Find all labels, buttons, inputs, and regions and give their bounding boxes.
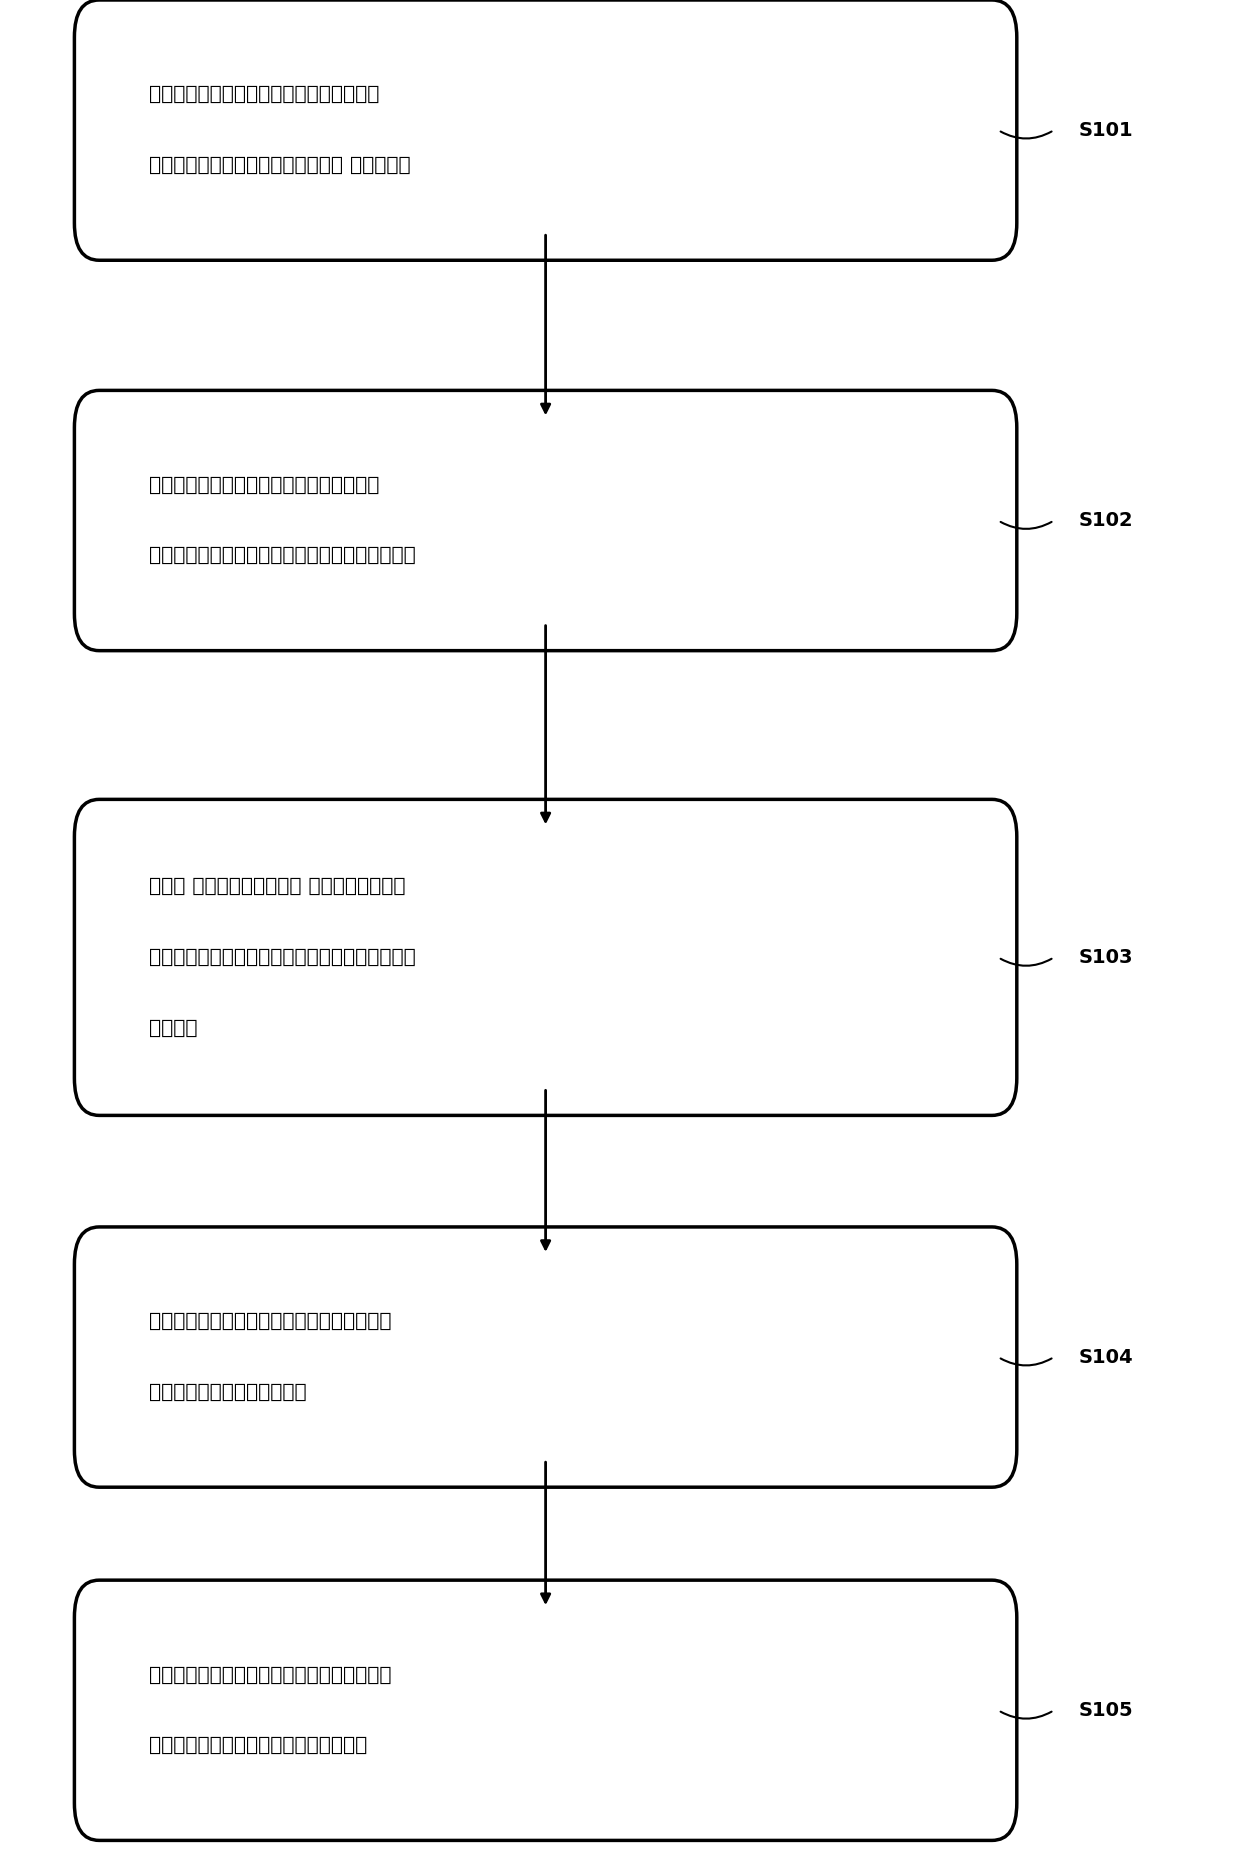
Text: 二图像集的对比，确定散斑在所述柱状冲击波处的: 二图像集的对比，确定散斑在所述柱状冲击波处的 [149, 948, 415, 967]
FancyBboxPatch shape [74, 0, 1017, 260]
Text: S101: S101 [1079, 121, 1133, 139]
Text: 背景、加载柱状冲击波的二维水槽的第二图像集；: 背景、加载柱状冲击波的二维水槽的第二图像集； [149, 547, 415, 565]
FancyBboxPatch shape [74, 799, 1017, 1115]
Text: 基于第 一公式，通过所述第 一图像集和所述第: 基于第 一公式，通过所述第 一图像集和所述第 [149, 877, 405, 896]
Text: S103: S103 [1079, 948, 1133, 967]
Text: S105: S105 [1079, 1701, 1133, 1720]
Text: 基于第二公式及第三公式，通过所述散斑的偏: 基于第二公式及第三公式，通过所述散斑的偏 [149, 1312, 392, 1331]
Text: S104: S104 [1079, 1348, 1133, 1366]
Text: 基于第四公式及第五公式，通过所述光线的折: 基于第四公式及第五公式，通过所述光线的折 [149, 1666, 392, 1684]
FancyBboxPatch shape [74, 390, 1017, 651]
FancyBboxPatch shape [74, 1580, 1017, 1840]
Text: S102: S102 [1079, 511, 1133, 530]
Text: 采用摄像装置获取光源发出的光线经过散斑: 采用摄像装置获取光源发出的光线经过散斑 [149, 86, 379, 104]
Text: 偏移量；: 偏移量； [149, 1019, 197, 1037]
Text: 背景、无柱状冲击波的二维水槽的第 一图像集；: 背景、无柱状冲击波的二维水槽的第 一图像集； [149, 156, 410, 175]
Text: 移量确定所述光线的折射率；: 移量确定所述光线的折射率； [149, 1383, 306, 1402]
FancyBboxPatch shape [74, 1227, 1017, 1487]
Text: 采用摄像装置获取光源发出的光线经过散斑: 采用摄像装置获取光源发出的光线经过散斑 [149, 476, 379, 494]
Text: 射率确定所述柱状冲击波的密度和压强。: 射率确定所述柱状冲击波的密度和压强。 [149, 1736, 367, 1755]
